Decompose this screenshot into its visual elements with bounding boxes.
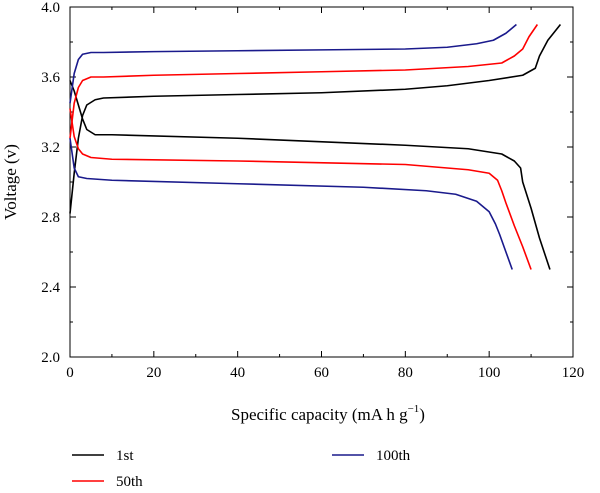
series-lines bbox=[69, 23, 562, 270]
legend-label-1st: 1st bbox=[116, 448, 134, 464]
series-50th-discharge-line bbox=[69, 108, 532, 270]
x-axis-ticks: 0 20 40 60 80 100 120 bbox=[66, 7, 584, 381]
y-axis-ticks: 2.0 2.4 2.8 3.2 3.6 4.0 bbox=[41, 0, 573, 366]
x-axis-label-superscript: −1 bbox=[408, 403, 420, 415]
y-axis-label: Voltage (v) bbox=[1, 144, 20, 220]
legend-label-50th: 50th bbox=[116, 474, 143, 490]
y-tick-label: 2.8 bbox=[41, 210, 60, 226]
x-tick-label: 20 bbox=[146, 365, 161, 381]
x-tick-label: 60 bbox=[314, 365, 329, 381]
y-tick-label: 2.0 bbox=[41, 350, 60, 366]
x-tick-label: 0 bbox=[66, 365, 74, 381]
x-tick-label: 80 bbox=[398, 365, 413, 381]
series-1st-discharge-line bbox=[69, 80, 551, 270]
series-100th-discharge-line bbox=[69, 138, 513, 270]
y-tick-label: 4.0 bbox=[41, 0, 60, 16]
x-axis-label-close: ) bbox=[419, 405, 425, 424]
x-axis-label: Specific capacity (mA h g−1) bbox=[231, 403, 425, 424]
legend-label-100th: 100th bbox=[376, 448, 411, 464]
y-tick-label: 3.2 bbox=[41, 140, 60, 156]
y-tick-label: 3.6 bbox=[41, 70, 60, 86]
x-tick-label: 120 bbox=[562, 365, 585, 381]
series-100th-charge-line bbox=[69, 23, 517, 104]
series-50th-charge-line bbox=[69, 24, 539, 139]
x-tick-label: 100 bbox=[478, 365, 501, 381]
x-tick-label: 40 bbox=[230, 365, 245, 381]
legend: 1st 50th 100th bbox=[72, 448, 411, 490]
y-tick-label: 2.4 bbox=[41, 280, 60, 296]
